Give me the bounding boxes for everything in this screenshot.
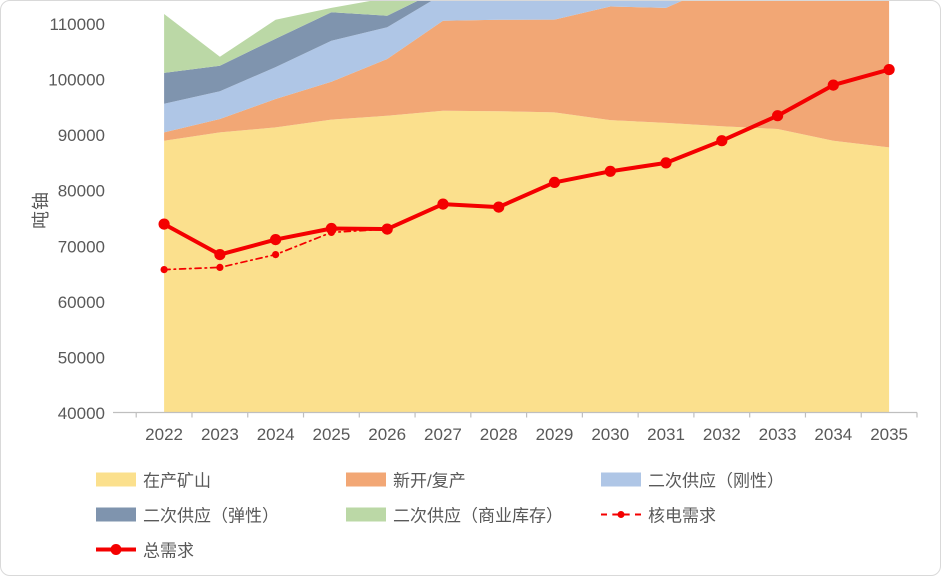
x-tick-label: 2035	[870, 425, 908, 444]
legend-label: 二次供应（弹性）	[143, 506, 279, 526]
area-series	[164, 1, 682, 133]
x-tick-label: 2022	[145, 425, 183, 444]
line-marker	[325, 222, 337, 235]
x-tick-label: 2026	[368, 425, 406, 444]
line-marker	[272, 251, 280, 259]
legend-swatch-box	[346, 507, 386, 521]
legend-item: 总需求	[96, 537, 194, 562]
legend-label: 核电需求	[648, 506, 716, 526]
area-series	[164, 1, 418, 73]
x-tick-label: 2028	[480, 425, 518, 444]
line-marker	[381, 223, 393, 235]
legend-item: 二次供应（弹性）	[96, 502, 279, 527]
legend-line-marker	[110, 543, 122, 555]
line-marker	[160, 266, 168, 274]
legend-item: 二次供应（商业库存）	[346, 502, 563, 527]
x-tick-label: 2029	[536, 425, 574, 444]
legend-line-marker	[617, 510, 625, 518]
legend-swatch-box	[96, 472, 136, 486]
y-tick-label: 70000	[58, 237, 105, 256]
x-tick-label: 2025	[312, 425, 350, 444]
y-tick-label: 110000	[50, 15, 105, 34]
area-series	[164, 1, 890, 148]
x-tick-label: 2024	[257, 425, 295, 444]
y-tick-label: 40000	[58, 404, 105, 423]
line-marker	[270, 234, 282, 246]
legend-label: 二次供应（商业库存）	[393, 506, 563, 526]
x-tick-label: 2027	[424, 425, 462, 444]
line-marker	[216, 263, 224, 271]
legend-label: 总需求	[143, 541, 194, 561]
line-marker	[883, 64, 895, 76]
legend-label: 新开/复产	[393, 471, 466, 491]
legend-item: 在产矿山	[96, 467, 211, 492]
line-marker	[158, 218, 170, 230]
x-tick-label: 2034	[814, 425, 852, 444]
legend-swatch-solid-line	[96, 542, 136, 556]
line-series	[162, 67, 892, 257]
x-tick-label: 2030	[591, 425, 629, 444]
line-marker	[772, 110, 784, 122]
x-tick-label: 2023	[201, 425, 239, 444]
line-marker	[716, 135, 728, 147]
legend-swatch-box	[346, 472, 386, 486]
area-series	[164, 1, 432, 104]
area-series	[164, 110, 890, 413]
x-tick-label: 2033	[759, 425, 797, 444]
line-marker	[493, 201, 505, 213]
y-tick-label: 100000	[48, 71, 105, 90]
legend-label: 在产矿山	[143, 471, 211, 491]
line-marker	[214, 249, 226, 261]
line-marker	[660, 157, 672, 169]
x-tick-label: 2032	[703, 425, 741, 444]
legend-swatch-dashed-line	[601, 507, 641, 521]
line-marker	[827, 79, 839, 91]
legend-label: 二次供应（刚性）	[648, 471, 784, 491]
y-tick-label: 50000	[58, 348, 105, 367]
legend-swatch-box	[96, 507, 136, 521]
x-tick-label: 2031	[647, 425, 685, 444]
legend-swatch-box	[601, 472, 641, 486]
y-tick-label: 80000	[58, 182, 105, 201]
legend-item: 核电需求	[601, 502, 716, 527]
line-marker	[548, 176, 561, 188]
y-tick-label: 90000	[58, 126, 105, 145]
legend-item: 新开/复产	[346, 467, 466, 492]
line-marker	[604, 165, 616, 177]
legend-item: 二次供应（刚性）	[601, 467, 784, 492]
line-marker	[437, 198, 449, 210]
y-tick-label: 60000	[58, 293, 105, 312]
